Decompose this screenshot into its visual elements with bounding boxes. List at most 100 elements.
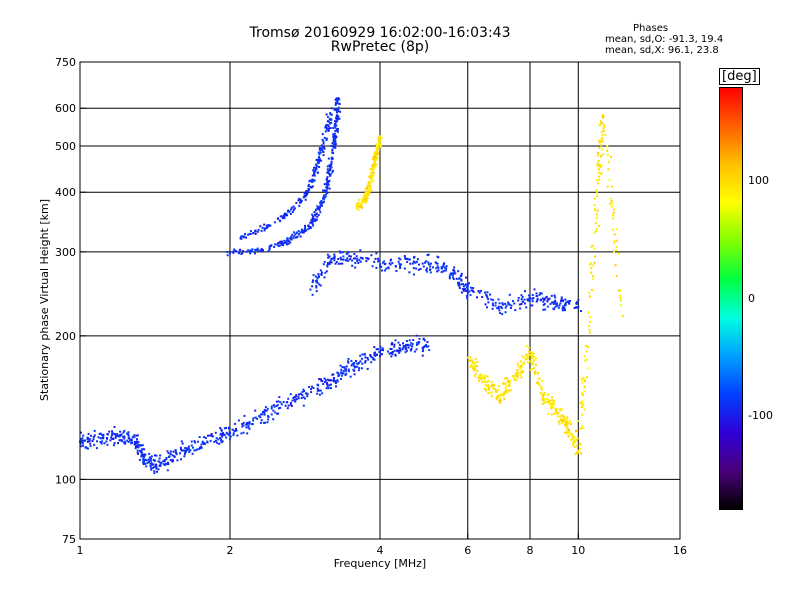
data-point bbox=[520, 303, 523, 305]
data-point bbox=[315, 165, 318, 167]
data-point bbox=[279, 220, 282, 223]
data-point bbox=[484, 303, 487, 306]
data-point bbox=[548, 402, 551, 405]
data-point bbox=[351, 259, 354, 262]
data-point bbox=[311, 174, 314, 177]
data-point bbox=[223, 427, 226, 430]
data-point bbox=[426, 341, 429, 344]
data-point bbox=[286, 238, 289, 241]
data-point bbox=[307, 185, 310, 188]
data-point bbox=[408, 258, 411, 261]
data-point bbox=[211, 435, 214, 438]
data-point bbox=[352, 368, 355, 371]
data-point bbox=[379, 264, 381, 267]
data-point bbox=[286, 210, 289, 213]
data-point bbox=[548, 297, 551, 300]
data-point bbox=[557, 306, 560, 309]
data-point bbox=[491, 307, 494, 310]
data-point bbox=[413, 261, 416, 264]
data-point bbox=[276, 412, 279, 415]
data-point bbox=[91, 440, 94, 442]
data-point bbox=[402, 346, 405, 349]
data-point bbox=[513, 378, 516, 381]
data-point bbox=[594, 255, 596, 258]
data-point bbox=[93, 429, 96, 432]
data-point bbox=[325, 128, 328, 131]
data-point bbox=[371, 178, 374, 181]
data-point bbox=[147, 460, 150, 463]
data-point bbox=[318, 283, 321, 286]
data-point bbox=[415, 334, 418, 337]
data-point bbox=[304, 198, 307, 201]
data-point bbox=[398, 351, 401, 354]
data-point bbox=[429, 265, 432, 268]
data-point bbox=[234, 422, 237, 425]
data-point bbox=[322, 383, 325, 385]
data-point bbox=[613, 233, 616, 236]
data-point bbox=[135, 442, 138, 445]
data-point bbox=[127, 441, 130, 443]
data-point bbox=[254, 409, 257, 412]
data-point bbox=[412, 260, 415, 263]
data-point bbox=[356, 259, 359, 262]
data-point bbox=[541, 398, 544, 401]
data-point bbox=[504, 389, 507, 392]
data-point bbox=[546, 305, 549, 308]
data-point bbox=[580, 378, 583, 381]
data-point bbox=[188, 448, 190, 451]
data-point bbox=[99, 432, 102, 435]
data-point bbox=[323, 381, 326, 383]
data-point bbox=[153, 459, 156, 462]
data-point bbox=[465, 276, 468, 279]
data-point bbox=[498, 309, 501, 312]
data-point bbox=[397, 341, 400, 344]
data-point bbox=[487, 392, 490, 395]
data-point bbox=[232, 251, 235, 254]
data-point bbox=[136, 451, 139, 454]
data-point bbox=[192, 446, 194, 449]
data-point bbox=[383, 269, 386, 272]
data-point bbox=[318, 147, 321, 149]
data-point bbox=[342, 258, 345, 261]
data-point bbox=[504, 306, 507, 309]
data-point bbox=[311, 178, 314, 181]
data-point bbox=[589, 320, 591, 323]
data-point bbox=[566, 301, 569, 304]
data-point bbox=[515, 375, 518, 378]
data-point bbox=[315, 281, 318, 284]
data-point bbox=[572, 436, 574, 439]
data-point bbox=[491, 302, 494, 305]
data-point bbox=[311, 293, 314, 296]
data-point bbox=[99, 441, 102, 443]
data-point bbox=[172, 459, 174, 462]
data-point bbox=[514, 309, 517, 312]
data-point bbox=[391, 262, 394, 265]
data-point bbox=[417, 268, 420, 271]
data-point bbox=[336, 379, 339, 382]
data-point bbox=[529, 351, 531, 353]
data-point bbox=[465, 289, 467, 292]
data-point bbox=[359, 354, 362, 357]
data-point bbox=[335, 385, 337, 388]
data-point bbox=[468, 290, 471, 293]
data-point bbox=[491, 383, 494, 386]
data-point bbox=[411, 262, 414, 265]
data-point bbox=[113, 426, 116, 428]
data-point bbox=[333, 257, 336, 260]
data-point bbox=[304, 229, 307, 232]
data-point bbox=[573, 442, 576, 445]
data-point bbox=[600, 138, 603, 141]
data-point bbox=[606, 185, 609, 188]
data-point bbox=[503, 391, 505, 394]
data-point bbox=[274, 411, 277, 414]
data-point bbox=[436, 265, 439, 268]
data-point bbox=[389, 263, 392, 266]
data-point bbox=[148, 452, 151, 455]
data-point bbox=[619, 289, 621, 292]
data-point bbox=[244, 233, 247, 235]
data-point bbox=[217, 438, 220, 441]
data-point bbox=[246, 432, 249, 435]
data-point bbox=[535, 295, 538, 297]
colorbar-tick-label: 100 bbox=[748, 174, 769, 187]
data-point bbox=[325, 138, 328, 141]
